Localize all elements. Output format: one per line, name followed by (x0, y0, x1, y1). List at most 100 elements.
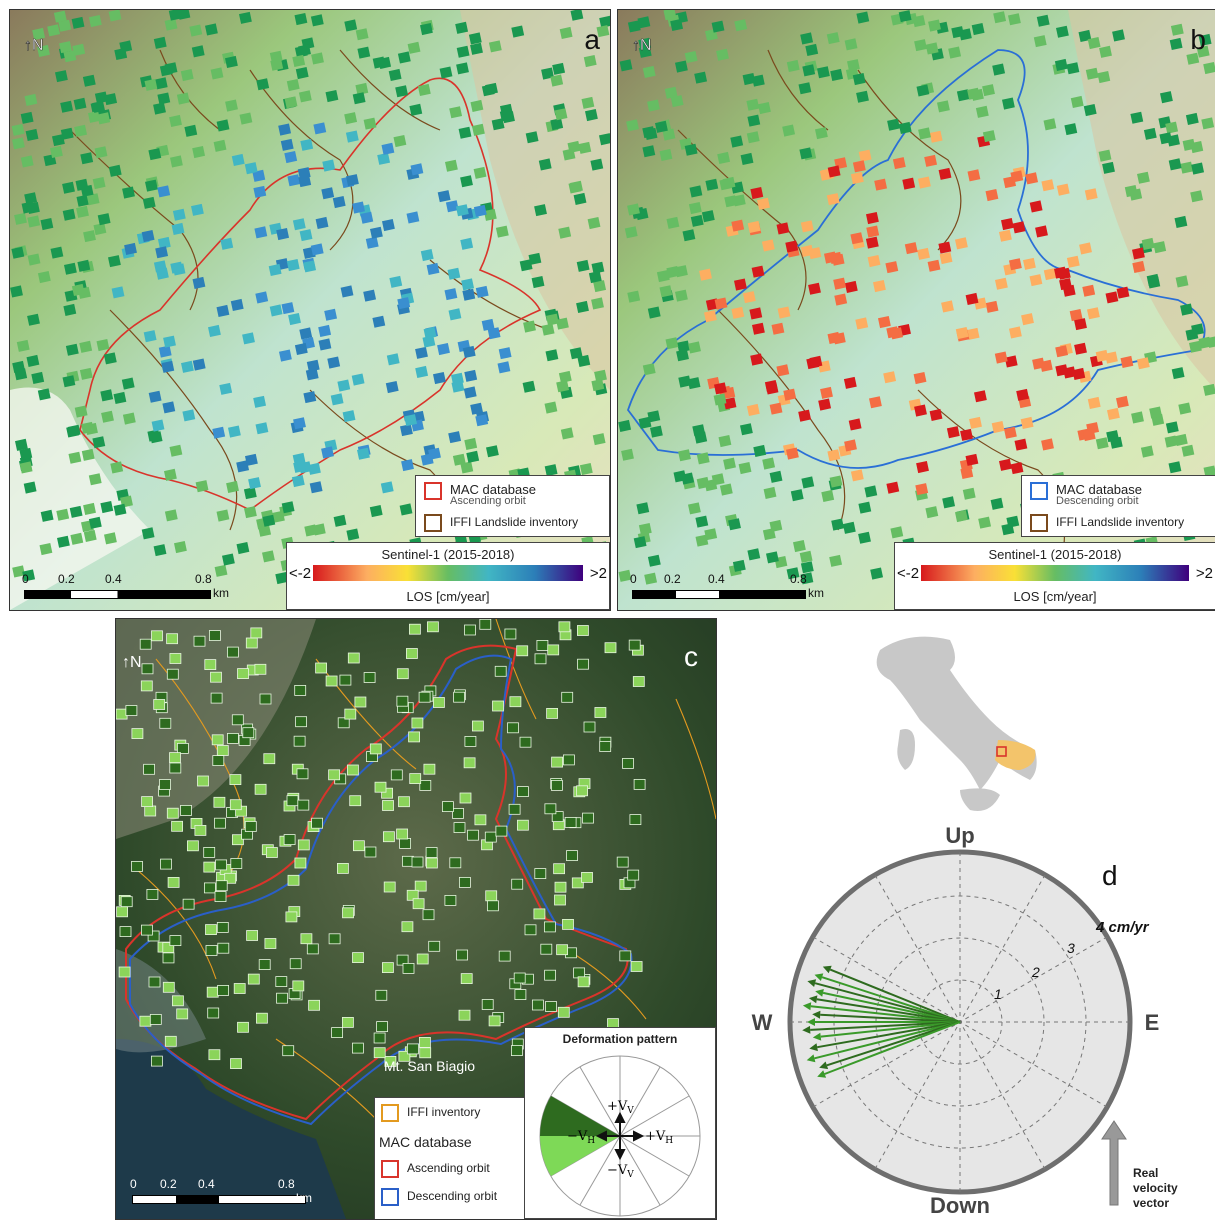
ps-point (414, 880, 427, 892)
ps-point (808, 282, 821, 295)
ps-point (1070, 95, 1084, 108)
ps-point (850, 172, 864, 185)
ps-point (1082, 429, 1096, 442)
ps-point (522, 380, 536, 393)
ps-point (942, 496, 956, 509)
ps-point (918, 127, 931, 140)
ps-point (902, 177, 916, 190)
ps-point (384, 1055, 397, 1067)
ps-point (1178, 402, 1192, 415)
ps-point (925, 506, 939, 519)
ps-point (619, 950, 632, 962)
ps-point (439, 66, 453, 79)
ps-point (1143, 127, 1157, 140)
ps-point (284, 151, 298, 164)
ps-point (464, 437, 478, 450)
ps-point (599, 15, 610, 28)
ps-point (1136, 357, 1150, 370)
ps-point (534, 868, 547, 880)
ps-point (460, 973, 473, 985)
ps-point (287, 174, 301, 187)
ps-point (1021, 313, 1034, 326)
ps-point (678, 375, 692, 388)
ps-point (913, 372, 927, 385)
ps-point (210, 671, 222, 683)
ps-point (20, 155, 34, 168)
ps-point (417, 83, 431, 96)
velocity-vector (826, 1021, 961, 1067)
ps-point (147, 930, 160, 942)
ps-point (345, 130, 359, 143)
ps-point (294, 857, 307, 869)
ps-point (237, 668, 249, 679)
map-a-canvas: ↑N (10, 10, 610, 610)
ps-point (253, 185, 267, 198)
ps-point (561, 691, 574, 703)
ps-point (577, 658, 589, 670)
ps-point (455, 21, 469, 34)
ps-point (576, 785, 589, 797)
ps-point (468, 32, 482, 45)
ps-point (656, 270, 670, 283)
ps-point (289, 958, 302, 970)
colorbar-max: >2 (1195, 565, 1213, 582)
ps-point (401, 459, 414, 472)
ps-point (488, 40, 502, 53)
ps-point (113, 391, 127, 404)
ps-point (1036, 14, 1050, 27)
ps-point (164, 509, 178, 522)
ps-point (182, 898, 195, 910)
ps-point (278, 349, 292, 362)
ps-point (396, 695, 409, 707)
mac-outline-descending-c (129, 654, 633, 1126)
ps-point (746, 403, 760, 416)
ps-point (300, 933, 313, 945)
ps-point (633, 778, 646, 790)
ps-point (398, 796, 410, 808)
ps-point (141, 796, 154, 808)
ps-point (307, 462, 321, 475)
legend-mac-title: MAC database (1056, 482, 1142, 497)
velocity-arrowhead (806, 1054, 816, 1063)
ps-point (328, 769, 341, 781)
ps-point (131, 728, 144, 739)
ps-point (1137, 171, 1150, 184)
ps-point (769, 470, 783, 483)
ps-point (230, 298, 244, 311)
ps-point (151, 630, 163, 642)
ps-point (1131, 411, 1144, 424)
ps-point (1056, 183, 1070, 196)
ps-point (929, 130, 943, 143)
ps-point (967, 87, 980, 100)
label-minus-vv: −VV (607, 1163, 634, 1180)
ps-point (577, 354, 591, 367)
ps-point (110, 461, 124, 474)
ps-point (502, 111, 515, 124)
ps-point (58, 19, 72, 32)
ps-point (205, 924, 217, 936)
ps-point (948, 46, 962, 59)
ps-point (1054, 266, 1067, 279)
ps-point (92, 100, 106, 113)
ps-point (786, 447, 799, 460)
ps-point (644, 572, 658, 585)
ps-point (856, 11, 870, 24)
ps-point (557, 1006, 570, 1018)
ps-point (883, 371, 897, 384)
ps-point (79, 340, 93, 353)
ps-point (1170, 23, 1184, 36)
ps-point (576, 625, 589, 636)
ps-point (553, 863, 566, 875)
ps-point (269, 50, 283, 63)
ps-point (401, 921, 414, 933)
ps-point (303, 391, 317, 404)
ps-point (659, 148, 673, 161)
ps-point (546, 708, 559, 719)
ps-point (619, 59, 633, 72)
ps-point (749, 307, 763, 320)
ps-point (1023, 257, 1036, 270)
ps-point (364, 846, 377, 858)
ps-point (1008, 258, 1022, 271)
ps-point (97, 112, 111, 125)
ps-point (684, 51, 698, 64)
